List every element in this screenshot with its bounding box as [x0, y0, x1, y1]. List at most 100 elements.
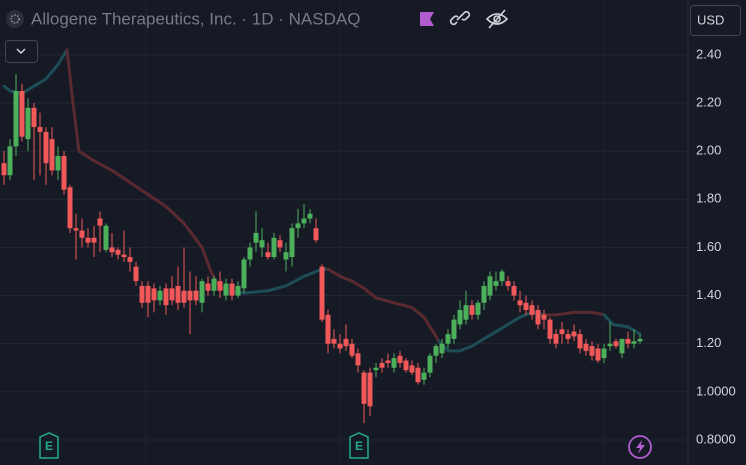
candle-body	[385, 360, 391, 363]
ma-segment	[146, 192, 168, 209]
ma-segment	[242, 289, 270, 295]
candle-body	[211, 278, 217, 291]
y-tick-label: 2.00	[696, 143, 721, 158]
ma-segment	[65, 48, 75, 105]
candle-body	[103, 225, 109, 250]
candle-body	[367, 372, 373, 407]
ma-segment	[128, 180, 150, 196]
candle-body	[307, 213, 313, 219]
candle-body	[163, 288, 169, 306]
candle-body	[229, 283, 235, 296]
candle-body	[379, 362, 385, 368]
ma-segment	[506, 315, 522, 326]
earnings-marker[interactable]: E	[349, 432, 369, 459]
ma-segment	[302, 267, 324, 278]
candle-body	[199, 281, 205, 303]
candle-body	[241, 259, 247, 289]
ma-segment	[92, 159, 114, 172]
candle-body	[115, 249, 121, 255]
chevron-icon	[16, 48, 26, 55]
candle-body	[139, 285, 145, 303]
candle-body	[445, 334, 451, 344]
ma-segment	[164, 205, 186, 225]
ma-segment	[602, 313, 615, 326]
candle-body	[235, 285, 241, 296]
candle-body	[469, 305, 475, 315]
candle-body	[181, 290, 187, 303]
candle-body	[193, 290, 199, 301]
earnings-label: E	[355, 439, 363, 453]
candle-body	[343, 338, 349, 347]
ma-segment	[32, 77, 48, 88]
ma-segment	[611, 322, 630, 329]
candle-body	[523, 302, 529, 310]
header: Allogene Therapeutics, Inc. · 1D · NASDA…	[5, 5, 741, 63]
ma-segment	[482, 330, 498, 341]
event-icon[interactable]	[628, 435, 652, 459]
earnings-label: E	[45, 439, 53, 453]
candle-body	[187, 290, 193, 301]
candle-body	[595, 348, 601, 361]
candle-body	[31, 107, 37, 128]
candle-body	[553, 334, 559, 344]
y-tick-label: 1.80	[696, 191, 721, 206]
y-tick-label: 1.20	[696, 335, 721, 350]
candle-body	[607, 343, 613, 347]
candle-body	[565, 334, 571, 339]
candle-body	[7, 146, 13, 176]
candle-body	[349, 343, 355, 356]
candle-body	[283, 252, 289, 260]
candle-body	[577, 334, 583, 349]
candle-body	[109, 247, 115, 253]
ma-segment	[338, 274, 354, 283]
ma-segment	[284, 274, 306, 288]
candle-body	[511, 285, 517, 296]
candle-body	[169, 288, 175, 301]
candle-body	[487, 276, 493, 296]
candle-body	[319, 266, 325, 320]
ma-segment	[392, 301, 414, 310]
candle-body	[547, 319, 553, 339]
candle-body	[295, 223, 301, 229]
y-tick-label: 1.60	[696, 239, 721, 254]
earnings-marker[interactable]: E	[39, 432, 59, 459]
candle-body	[361, 372, 367, 404]
ma-segment	[494, 322, 510, 334]
candle-body	[247, 247, 253, 260]
candle-body	[613, 341, 619, 347]
candle-body	[397, 355, 403, 363]
candle-body	[43, 131, 49, 164]
ma-segment	[56, 53, 66, 67]
candle-body	[331, 338, 337, 344]
candle-body	[439, 343, 445, 354]
currency-box[interactable]	[690, 5, 741, 36]
ma-segment	[428, 325, 441, 343]
candle-body	[1, 163, 7, 176]
candle-body	[301, 218, 307, 224]
candle-body	[313, 228, 319, 241]
y-tick-label: 2.20	[696, 94, 721, 109]
ma-segment	[224, 289, 246, 295]
candle-body	[619, 338, 625, 354]
link-icon[interactable]	[449, 10, 471, 26]
candle-body	[13, 90, 19, 147]
y-tick-label: 1.40	[696, 287, 721, 302]
candle-body	[529, 305, 535, 315]
candle-body	[289, 228, 295, 258]
candle-body	[493, 281, 499, 286]
candle-body	[175, 285, 181, 303]
hide-icon[interactable]	[485, 9, 509, 29]
candle-body	[151, 288, 157, 301]
candle-body	[259, 240, 265, 248]
candle-body	[409, 365, 415, 373]
candle-body	[337, 343, 343, 349]
flag-icon[interactable]	[420, 12, 434, 26]
candle-body	[457, 310, 463, 325]
ma-segment	[470, 337, 486, 348]
candle-body	[157, 290, 163, 301]
candle-body	[451, 319, 457, 339]
candle-body	[517, 300, 523, 306]
grid	[0, 54, 688, 441]
candle-body	[625, 338, 631, 344]
